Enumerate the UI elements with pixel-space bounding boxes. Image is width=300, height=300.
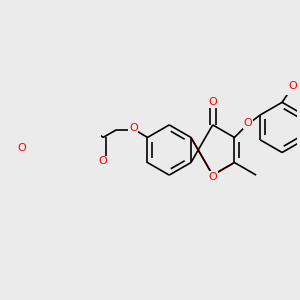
Text: O: O <box>208 97 217 107</box>
Text: O: O <box>289 81 297 91</box>
Text: O: O <box>99 156 107 166</box>
Text: O: O <box>129 123 138 134</box>
Text: O: O <box>18 143 26 153</box>
Text: O: O <box>208 172 217 182</box>
Text: O: O <box>243 118 252 128</box>
